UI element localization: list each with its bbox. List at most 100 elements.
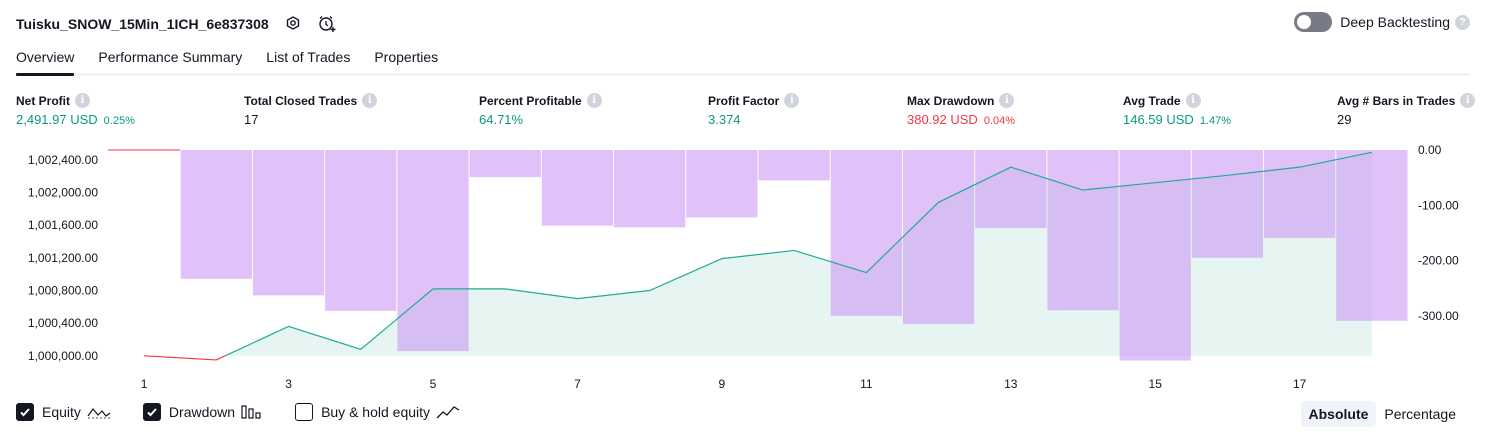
left-axis-tick: 1,000,400.00 — [28, 316, 98, 330]
tab-bar: Overview Performance Summary List of Tra… — [16, 44, 1470, 76]
x-axis-tick: 5 — [430, 377, 437, 391]
equity-line — [224, 151, 1373, 357]
x-axis-tick: 15 — [1149, 377, 1163, 391]
info-icon[interactable]: i — [362, 93, 378, 108]
drawdown-bar — [902, 150, 975, 325]
left-axis-tick: 1,001,600.00 — [28, 218, 98, 232]
metric-value: 64.71% — [479, 112, 524, 127]
buy-hold-checkbox[interactable] — [295, 403, 314, 421]
equity-line-negative — [144, 355, 226, 361]
metric-max-drawdown: Max Drawdown i 380.92 USD 0.04% — [907, 93, 1015, 127]
drawdown-bar — [180, 150, 252, 279]
metric-avg-trade: Avg Trade i 146.59 USD 1.47% — [1123, 93, 1231, 127]
tab-list-of-trades[interactable]: List of Trades — [266, 49, 351, 65]
metric-percent: 1.47% — [1199, 115, 1232, 127]
drawdown-bar — [758, 150, 830, 181]
drawdown-bar — [1336, 150, 1408, 321]
tab-properties[interactable]: Properties — [374, 49, 439, 65]
percentage-button[interactable]: Percentage — [1384, 406, 1456, 422]
metric-total-closed-trades: Total Closed Trades i 17 — [244, 93, 378, 127]
metric-value: 17 — [244, 112, 259, 127]
drawdown-bar — [975, 150, 1047, 228]
info-icon[interactable]: i — [999, 93, 1015, 108]
metric-label: Total Closed Trades — [244, 93, 358, 108]
left-axis-tick: 1,002,400.00 — [28, 153, 98, 167]
settings-icon[interactable] — [283, 14, 303, 34]
drawdown-bar — [1119, 150, 1191, 361]
legend-equity[interactable]: Equity — [16, 403, 111, 421]
drawdown-bar — [469, 150, 541, 178]
x-axis-tick: 13 — [1004, 377, 1018, 391]
x-axis-tick: 1 — [141, 377, 148, 391]
drawdown-bar — [1047, 150, 1119, 311]
drawdown-bar — [1264, 150, 1336, 238]
legend-drawdown[interactable]: Drawdown — [142, 403, 263, 421]
equity-checkbox[interactable] — [16, 403, 34, 421]
deep-backtesting-label: Deep Backtesting — [1340, 14, 1450, 30]
value-mode-switch: Absolute Percentage — [1300, 401, 1465, 427]
help-icon[interactable]: ? — [1455, 14, 1470, 30]
metric-net-profit: Net Profit i 2,491.97 USD 0.25% — [16, 93, 135, 127]
metric-percent: 0.25% — [103, 115, 135, 127]
left-axis-tick: 1,002,000.00 — [28, 185, 98, 199]
metric-percent-profitable: Percent Profitable i 64.71% — [479, 93, 602, 127]
x-axis-tick: 3 — [285, 377, 292, 391]
tab-performance-summary[interactable]: Performance Summary — [98, 49, 243, 65]
info-icon[interactable]: i — [1460, 93, 1476, 108]
drawdown-bar — [830, 150, 902, 316]
drawdown-bar — [397, 150, 469, 352]
metric-value: 2,491.97 USD — [16, 112, 98, 127]
legend-label: Equity — [42, 404, 81, 420]
metric-avg-bars: Avg # Bars in Trades i 29 — [1337, 93, 1476, 127]
tab-overview[interactable]: Overview — [16, 44, 75, 76]
info-icon[interactable]: i — [1185, 93, 1201, 108]
right-axis-tick: -200.00 — [1418, 254, 1459, 268]
right-axis-tick: 0.00 — [1418, 143, 1442, 157]
x-axis-tick: 7 — [574, 377, 581, 391]
strategy-title: Tuisku_SNOW_15Min_1ICH_6e837308 — [16, 16, 269, 32]
drawdown-bar — [541, 150, 614, 226]
x-axis-tick: 11 — [860, 377, 873, 391]
deep-backtesting-toggle[interactable] — [1294, 12, 1333, 32]
metric-label: Avg # Bars in Trades — [1337, 93, 1456, 108]
drawdown-checkbox[interactable] — [142, 403, 161, 421]
drawdown-bar — [1191, 150, 1264, 258]
info-icon[interactable]: i — [75, 93, 90, 108]
drawdown-bars-icon — [241, 404, 263, 420]
metric-value: 29 — [1337, 112, 1352, 127]
equity-drawdown-chart[interactable]: 1,002,400.00 1,002,000.00 1,001,600.00 1,00… — [0, 138, 1486, 394]
left-axis-tick: 1,001,200.00 — [28, 251, 98, 265]
info-icon[interactable]: i — [586, 93, 602, 108]
left-axis-tick: 1,000,000.00 — [28, 349, 98, 363]
legend-label: Drawdown — [168, 404, 236, 420]
metric-label: Percent Profitable — [479, 93, 582, 108]
drawdown-bar — [252, 150, 325, 296]
chart-legend: Equity Drawdown Buy & hold equity — [16, 403, 492, 421]
buy-hold-line-icon — [436, 404, 460, 420]
deep-backtesting-control: Deep Backtesting ? — [1294, 12, 1470, 32]
left-axis-tick: 1,000,800.00 — [28, 283, 98, 297]
add-alert-icon[interactable] — [317, 14, 337, 34]
metric-label: Max Drawdown — [907, 93, 995, 108]
metric-profit-factor: Profit Factor i 3.374 — [708, 93, 800, 127]
metric-value: 380.92 USD — [907, 112, 978, 127]
drawdown-bar — [325, 150, 397, 311]
info-icon[interactable]: i — [784, 93, 800, 108]
right-axis-tick: -100.00 — [1418, 198, 1459, 212]
drawdown-bar — [686, 150, 758, 218]
right-axis-tick: -300.00 — [1418, 309, 1459, 323]
legend-label: Buy & hold equity — [321, 404, 431, 420]
metric-value: 146.59 USD — [1123, 112, 1194, 127]
toggle-knob — [1297, 15, 1312, 29]
x-axis-tick: 17 — [1293, 377, 1307, 391]
equity-line-icon — [87, 404, 111, 420]
strategy-header: Tuisku_SNOW_15Min_1ICH_6e837308 — [16, 10, 337, 38]
metric-value: 3.374 — [708, 112, 741, 127]
metric-percent: 0.04% — [983, 115, 1016, 127]
drawdown-bar — [614, 150, 686, 228]
legend-buy-hold[interactable]: Buy & hold equity — [295, 403, 460, 421]
metric-label: Profit Factor — [708, 93, 780, 108]
metric-label: Avg Trade — [1123, 93, 1181, 108]
x-axis-tick: 9 — [719, 377, 726, 391]
absolute-button[interactable]: Absolute — [1300, 401, 1377, 427]
